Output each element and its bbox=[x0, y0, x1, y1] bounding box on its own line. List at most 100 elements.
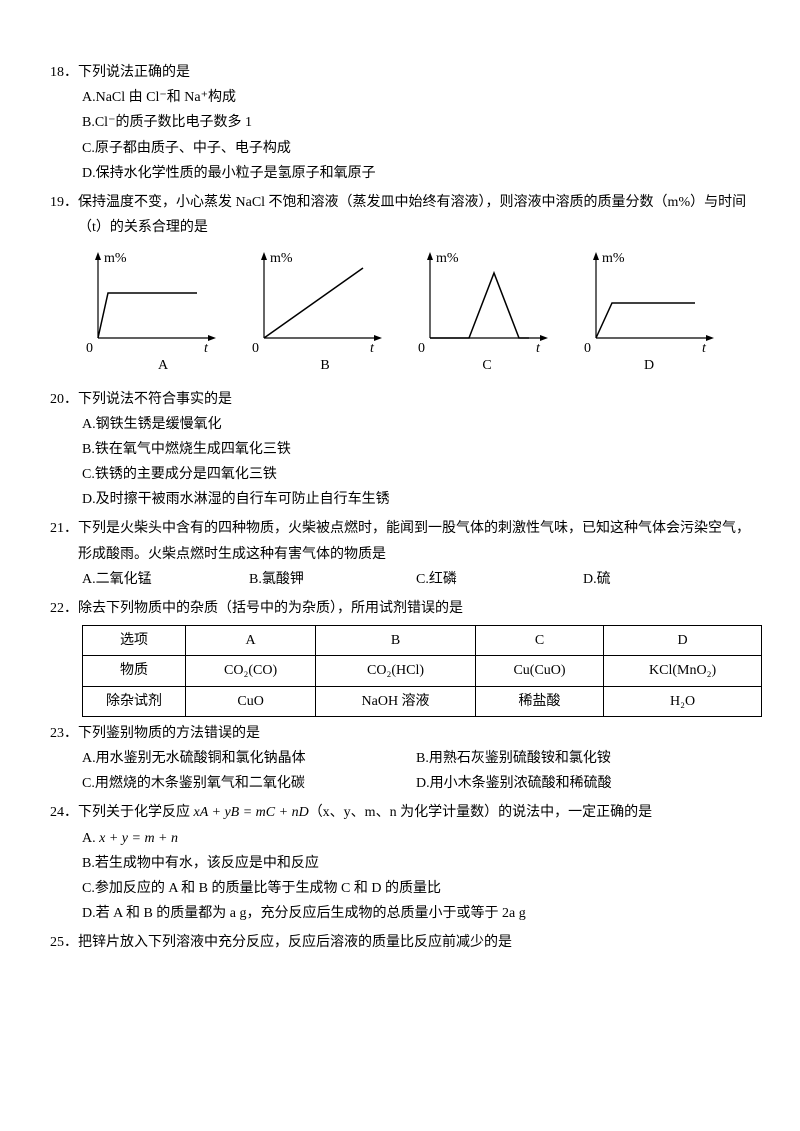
label-a: A bbox=[82, 353, 244, 378]
chart-a: m% 0 t bbox=[82, 248, 232, 353]
q22-number: 22． bbox=[50, 596, 78, 621]
svg-text:0: 0 bbox=[418, 341, 425, 353]
q18-text: 下列说法正确的是 bbox=[78, 60, 750, 85]
question-23: 23． 下列鉴别物质的方法错误的是 A.用水鉴别无水硫酸铜和氯化钠晶体 B.用熟… bbox=[50, 721, 750, 797]
svg-text:t: t bbox=[370, 341, 375, 353]
q23-number: 23． bbox=[50, 721, 78, 746]
q24-stem: 24． 下列关于化学反应 xA + yB = mC + nD（x、y、m、n 为… bbox=[50, 800, 750, 825]
label-d: D bbox=[568, 353, 730, 378]
q18-number: 18． bbox=[50, 60, 78, 85]
q19-text: 保持温度不变，小心蒸发 NaCl 不饱和溶液（蒸发皿中始终有溶液），则溶液中溶质… bbox=[78, 190, 750, 240]
svg-text:t: t bbox=[702, 341, 707, 353]
question-19: 19． 保持温度不变，小心蒸发 NaCl 不饱和溶液（蒸发皿中始终有溶液），则溶… bbox=[50, 190, 750, 383]
q19-charts: m% 0 t m% 0 t m% 0 t m% 0 t bbox=[50, 240, 750, 353]
q20-options: A.钢铁生锈是缓慢氧化 B.铁在氧气中燃烧生成四氧化三铁 C.铁锈的主要成分是四… bbox=[50, 412, 750, 513]
label-b: B bbox=[244, 353, 406, 378]
table-row: 除杂试剂 CuO NaOH 溶液 稀盐酸 H₂O bbox=[83, 686, 762, 716]
cell: CO₂(HCl) bbox=[316, 656, 476, 686]
q21-text: 下列是火柴头中含有的四种物质，火柴被点燃时，能闻到一股气体的刺激性气味，已知这种… bbox=[78, 516, 750, 566]
q23-stem: 23． 下列鉴别物质的方法错误的是 bbox=[50, 721, 750, 746]
q24-options: A. x + y = m + n B.若生成物中有水，该反应是中和反应 C.参加… bbox=[50, 826, 750, 927]
svg-text:0: 0 bbox=[252, 341, 259, 353]
q21-opt-a: A.二氧化锰 bbox=[82, 567, 249, 592]
cell: B bbox=[316, 626, 476, 656]
q24-opt-a-eq: x + y = m + n bbox=[99, 831, 178, 846]
q23-opt-c: C.用燃烧的木条鉴别氧气和二氧化碳 bbox=[82, 771, 416, 796]
chart-d: m% 0 t bbox=[580, 248, 730, 353]
q24-text: 下列关于化学反应 xA + yB = mC + nD（x、y、m、n 为化学计量… bbox=[78, 800, 750, 825]
svg-text:m%: m% bbox=[436, 251, 459, 266]
q23-text: 下列鉴别物质的方法错误的是 bbox=[78, 721, 750, 746]
q24-number: 24． bbox=[50, 800, 78, 825]
q22-table: 选项 A B C D 物质 CO₂(CO) CO₂(HCl) Cu(CuO) K… bbox=[82, 625, 762, 717]
q19-stem: 19． 保持温度不变，小心蒸发 NaCl 不饱和溶液（蒸发皿中始终有溶液），则溶… bbox=[50, 190, 750, 240]
svg-text:m%: m% bbox=[104, 251, 127, 266]
cell: 除杂试剂 bbox=[83, 686, 186, 716]
question-18: 18． 下列说法正确的是 A.NaCl 由 Cl⁻和 Na⁺构成 B.Cl⁻的质… bbox=[50, 60, 750, 186]
q18-opt-c: C.原子都由质子、中子、电子构成 bbox=[82, 136, 750, 161]
cell: KCl(MnO₂) bbox=[604, 656, 762, 686]
q21-opt-d: D.硫 bbox=[583, 567, 750, 592]
svg-text:t: t bbox=[536, 341, 541, 353]
svg-text:0: 0 bbox=[584, 341, 591, 353]
question-25: 25． 把锌片放入下列溶液中充分反应，反应后溶液的质量比反应前减少的是 bbox=[50, 930, 750, 955]
table-row: 选项 A B C D bbox=[83, 626, 762, 656]
q18-stem: 18． 下列说法正确的是 bbox=[50, 60, 750, 85]
q21-opt-c: C.红磷 bbox=[416, 567, 583, 592]
q21-options: A.二氧化锰 B.氯酸钾 C.红磷 D.硫 bbox=[50, 567, 750, 592]
q23-options: A.用水鉴别无水硫酸铜和氯化钠晶体 B.用熟石灰鉴别硫酸铵和氯化铵 C.用燃烧的… bbox=[50, 746, 750, 796]
q24-eq: xA + yB = mC + nD bbox=[194, 805, 309, 820]
svg-text:t: t bbox=[204, 341, 209, 353]
q25-text: 把锌片放入下列溶液中充分反应，反应后溶液的质量比反应前减少的是 bbox=[78, 930, 750, 955]
q23-opt-d: D.用小木条鉴别浓硫酸和稀硫酸 bbox=[416, 771, 750, 796]
question-24: 24． 下列关于化学反应 xA + yB = mC + nD（x、y、m、n 为… bbox=[50, 800, 750, 926]
question-22: 22． 除去下列物质中的杂质（括号中的为杂质），所用试剂错误的是 选项 A B … bbox=[50, 596, 750, 717]
cell: A bbox=[186, 626, 316, 656]
cell: NaOH 溶液 bbox=[316, 686, 476, 716]
q19-number: 19． bbox=[50, 190, 78, 240]
q23-opt-a: A.用水鉴别无水硫酸铜和氯化钠晶体 bbox=[82, 746, 416, 771]
q19-chart-labels: A B C D bbox=[50, 353, 750, 382]
question-20: 20． 下列说法不符合事实的是 A.钢铁生锈是缓慢氧化 B.铁在氧气中燃烧生成四… bbox=[50, 387, 750, 513]
cell: D bbox=[604, 626, 762, 656]
q20-opt-d: D.及时擦干被雨水淋湿的自行车可防止自行车生锈 bbox=[82, 487, 750, 512]
q24-stem-prefix: 下列关于化学反应 bbox=[78, 805, 194, 820]
chart-b: m%0t bbox=[248, 248, 398, 353]
q24-opt-a: A. x + y = m + n bbox=[82, 826, 750, 851]
q24-opt-b: B.若生成物中有水，该反应是中和反应 bbox=[82, 851, 750, 876]
q20-opt-b: B.铁在氧气中燃烧生成四氧化三铁 bbox=[82, 437, 750, 462]
q20-number: 20． bbox=[50, 387, 78, 412]
q25-stem: 25． 把锌片放入下列溶液中充分反应，反应后溶液的质量比反应前减少的是 bbox=[50, 930, 750, 955]
q22-text: 除去下列物质中的杂质（括号中的为杂质），所用试剂错误的是 bbox=[78, 596, 750, 621]
cell: Cu(CuO) bbox=[475, 656, 603, 686]
q21-number: 21． bbox=[50, 516, 78, 566]
q18-opt-d: D.保持水化学性质的最小粒子是氢原子和氧原子 bbox=[82, 161, 750, 186]
q23-opt-b: B.用熟石灰鉴别硫酸铵和氯化铵 bbox=[416, 746, 750, 771]
cell: H₂O bbox=[604, 686, 762, 716]
cell: CO₂(CO) bbox=[186, 656, 316, 686]
q20-opt-c: C.铁锈的主要成分是四氧化三铁 bbox=[82, 462, 750, 487]
cell: 物质 bbox=[83, 656, 186, 686]
svg-text:0: 0 bbox=[86, 341, 93, 353]
q20-opt-a: A.钢铁生锈是缓慢氧化 bbox=[82, 412, 750, 437]
cell: 选项 bbox=[83, 626, 186, 656]
q18-options: A.NaCl 由 Cl⁻和 Na⁺构成 B.Cl⁻的质子数比电子数多 1 C.原… bbox=[50, 85, 750, 186]
q24-stem-mid: （x、y、m、n 为化学计量数）的说法中，一定正确的是 bbox=[309, 805, 652, 820]
q22-stem: 22． 除去下列物质中的杂质（括号中的为杂质），所用试剂错误的是 bbox=[50, 596, 750, 621]
label-c: C bbox=[406, 353, 568, 378]
question-21: 21． 下列是火柴头中含有的四种物质，火柴被点燃时，能闻到一股气体的刺激性气味，… bbox=[50, 516, 750, 592]
q21-stem: 21． 下列是火柴头中含有的四种物质，火柴被点燃时，能闻到一股气体的刺激性气味，… bbox=[50, 516, 750, 566]
q18-opt-b: B.Cl⁻的质子数比电子数多 1 bbox=[82, 110, 750, 135]
table-row: 物质 CO₂(CO) CO₂(HCl) Cu(CuO) KCl(MnO₂) bbox=[83, 656, 762, 686]
q20-stem: 20． 下列说法不符合事实的是 bbox=[50, 387, 750, 412]
q24-opt-a-prefix: A. bbox=[82, 831, 99, 846]
q24-opt-c: C.参加反应的 A 和 B 的质量比等于生成物 C 和 D 的质量比 bbox=[82, 876, 750, 901]
cell: 稀盐酸 bbox=[475, 686, 603, 716]
svg-text:m%: m% bbox=[602, 251, 625, 266]
q21-opt-b: B.氯酸钾 bbox=[249, 567, 416, 592]
q20-text: 下列说法不符合事实的是 bbox=[78, 387, 750, 412]
cell: CuO bbox=[186, 686, 316, 716]
q25-number: 25． bbox=[50, 930, 78, 955]
q18-opt-a: A.NaCl 由 Cl⁻和 Na⁺构成 bbox=[82, 85, 750, 110]
chart-c: m% 0 t bbox=[414, 248, 564, 353]
